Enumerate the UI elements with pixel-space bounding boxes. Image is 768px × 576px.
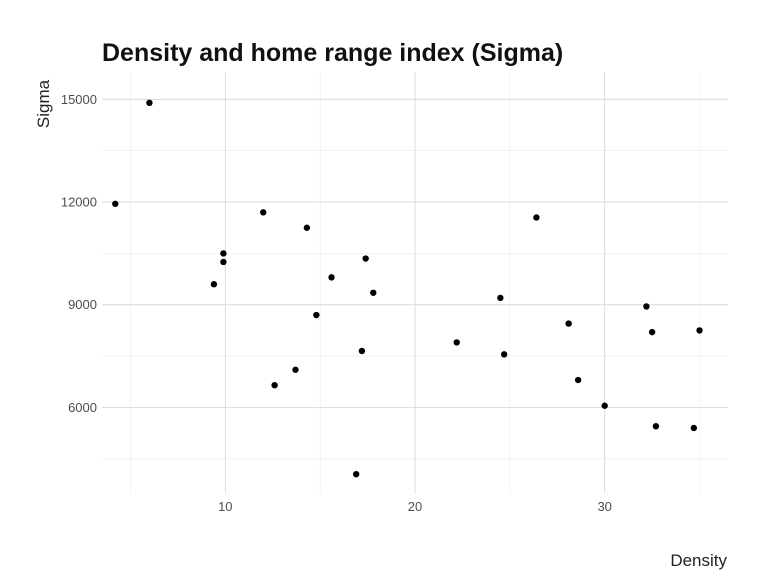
x-axis-label: Density [670, 551, 727, 570]
y-tick-label: 9000 [68, 297, 97, 312]
data-point [643, 303, 650, 310]
data-point [260, 209, 267, 216]
data-point [271, 381, 278, 389]
x-axis-ticks: 10 20 30 [218, 499, 612, 514]
x-tick-label: 30 [597, 499, 611, 514]
data-point [328, 274, 335, 281]
grid [102, 72, 728, 493]
data-point [652, 423, 660, 430]
y-tick-label: 15000 [61, 92, 97, 107]
data-point [370, 289, 377, 296]
data-point [313, 311, 320, 319]
data-point [565, 320, 572, 327]
data-point [146, 99, 153, 107]
data-point [352, 470, 360, 478]
data-point [696, 327, 703, 334]
data-point [574, 376, 582, 384]
data-point [210, 281, 218, 288]
y-tick-label: 6000 [68, 400, 97, 415]
data-point [648, 328, 656, 336]
x-tick-label: 20 [408, 499, 422, 514]
data-point [358, 347, 366, 355]
data-point [533, 214, 540, 221]
data-point [497, 294, 504, 302]
chart-title: Density and home range index (Sigma) [102, 39, 563, 67]
data-point [453, 339, 460, 346]
y-axis-label: Sigma [34, 79, 53, 128]
data-point [690, 424, 698, 432]
data-point [303, 224, 311, 231]
y-axis-ticks: 6000 9000 12000 15000 [61, 92, 97, 415]
data-point [292, 366, 299, 373]
data-point [601, 402, 608, 409]
data-point [112, 200, 119, 207]
data-points [112, 99, 703, 478]
data-point [220, 258, 227, 266]
x-tick-label: 10 [218, 499, 232, 514]
data-point [220, 250, 227, 257]
data-point [362, 255, 369, 262]
data-point [500, 351, 508, 358]
y-tick-label: 12000 [61, 195, 97, 210]
